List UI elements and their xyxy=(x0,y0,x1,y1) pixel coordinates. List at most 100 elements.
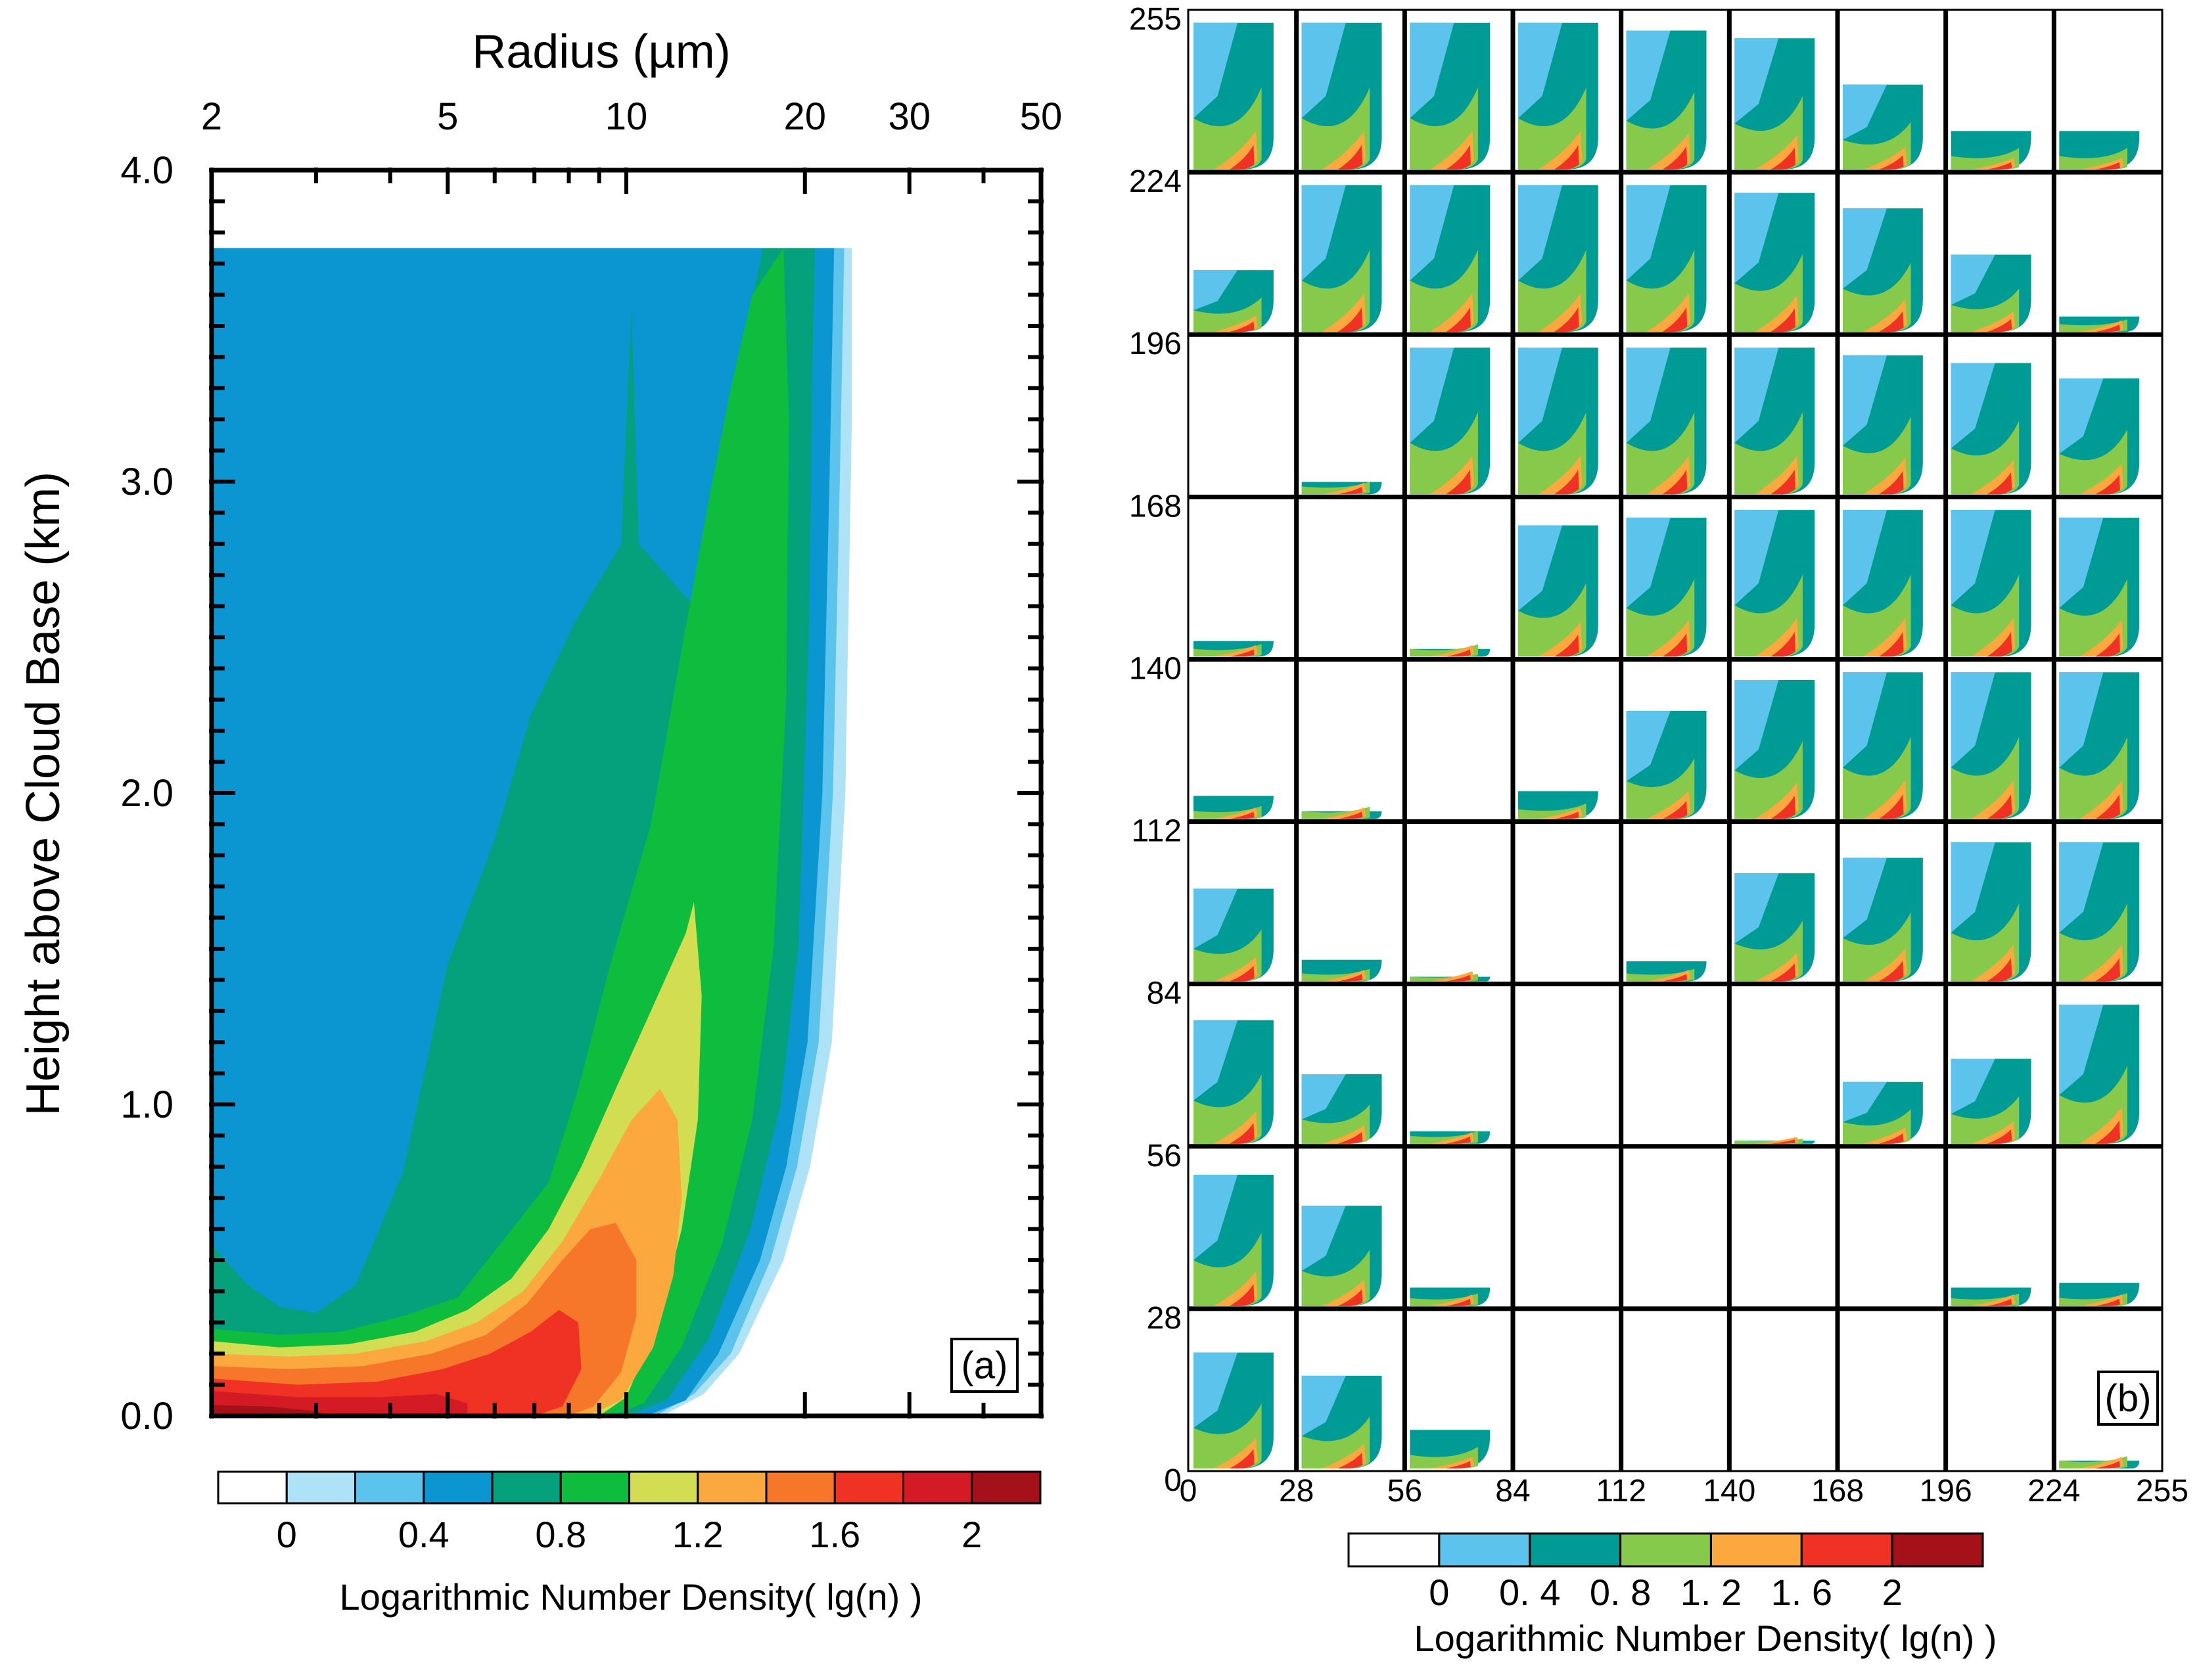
panel-b-x-tick-label: 224 xyxy=(2027,1474,2080,1509)
cell-r6-c8 xyxy=(2059,1005,2140,1144)
cell-sky-patch xyxy=(1626,185,1671,281)
cell-r2-c1 xyxy=(1301,482,1382,495)
cell-red-band xyxy=(1771,1139,1795,1144)
cell-r0-c5 xyxy=(1734,38,1815,170)
cell-sky-patch xyxy=(1734,193,1779,284)
cell-r6-c5 xyxy=(1734,1137,1815,1144)
cell-sky-patch xyxy=(1951,842,1995,933)
cell-r4-c3 xyxy=(1518,791,1598,819)
cell-sky-patch xyxy=(1843,355,1887,446)
cell-r8-c0 xyxy=(1193,1352,1274,1468)
cell-sky-patch xyxy=(1193,888,1238,949)
cell-r0-c0 xyxy=(1193,22,1274,170)
panel-a-y-tick-label: 2.0 xyxy=(120,772,174,815)
cell-red-band xyxy=(1878,311,1904,332)
cell-r6-c7 xyxy=(1951,1058,2031,1144)
panel-a-y-tick-label: 3.0 xyxy=(120,461,174,503)
panel-b-x-tick-label: 0 xyxy=(1180,1474,1197,1509)
colorbar-box-3 xyxy=(1619,1532,1712,1568)
cell-r5-c1 xyxy=(1301,959,1382,982)
panel-b-x-tick-label: 28 xyxy=(1279,1474,1314,1509)
cell-sky-patch xyxy=(1193,270,1238,311)
colorbar-box-9 xyxy=(833,1470,904,1505)
cell-red-band xyxy=(1662,469,1688,495)
cell-r7-c0 xyxy=(1193,1175,1274,1306)
cell-r1-c4 xyxy=(1626,185,1707,332)
panel-b-cells xyxy=(1193,22,2140,1468)
cell-sky-patch xyxy=(1410,185,1454,281)
panel-b-x-tick-labels: 0 28 56 84 112 140 168 196 224 255 xyxy=(1180,1474,2188,1509)
colorbar-box-1 xyxy=(285,1470,356,1505)
panel-b-grid xyxy=(1187,9,2164,1472)
cell-red-band xyxy=(1771,147,1795,170)
cell-r0-c2 xyxy=(1410,22,1491,170)
panel-b-y-tick-labels: 255 224 196 168 140 112 84 56 28 0 xyxy=(1129,2,1182,1498)
cell-r4-c8 xyxy=(2059,672,2140,819)
colorbar-label: 0. 4 xyxy=(1499,1572,1560,1613)
cell-red-band xyxy=(1446,649,1471,657)
cell-red-band xyxy=(1446,307,1471,332)
cell-red-band xyxy=(1987,794,2012,819)
cell-red-band xyxy=(1987,958,2012,982)
cell-sky-patch xyxy=(1193,1020,1238,1101)
panel-b-x-tick-label: 56 xyxy=(1387,1474,1422,1509)
colorbar-label: 0. 8 xyxy=(1590,1572,1651,1613)
cell-red-band xyxy=(1771,796,1795,819)
cell-sky-patch xyxy=(1518,22,1563,118)
cell-red-band xyxy=(1229,965,1255,982)
colorbar-label: 0.4 xyxy=(398,1514,450,1555)
cell-r3-c0 xyxy=(1193,641,1274,657)
cell-r1-c3 xyxy=(1518,185,1598,332)
cell-sky-patch xyxy=(1626,517,1671,608)
cell-sky-patch xyxy=(1951,254,1995,306)
colorbar-label: 1. 6 xyxy=(1771,1572,1832,1613)
panel-a-colorbar-labels: 0 0.4 0.8 1.2 1.6 2 xyxy=(277,1514,983,1555)
cell-sky-patch xyxy=(1951,510,1995,606)
cell-r1-c1 xyxy=(1301,185,1382,332)
panel-b-y-tick-label: 196 xyxy=(1129,327,1182,361)
cell-r2-c4 xyxy=(1626,347,1707,495)
cell-red-band xyxy=(1771,963,1795,982)
panel-a-x-tick-label: 2 xyxy=(201,95,222,138)
cell-r5-c0 xyxy=(1193,888,1274,982)
panel-b-frame xyxy=(1187,9,2164,1472)
colorbar-label: 2 xyxy=(1882,1572,1903,1613)
cell-red-band xyxy=(1987,162,2012,170)
cell-r3-c7 xyxy=(1951,510,2031,657)
panel-a-y-tick-labels: 0.0 1.0 2.0 3.0 4.0 xyxy=(120,149,174,1438)
cell-sky-patch xyxy=(1193,1175,1238,1260)
cell-r4-c4 xyxy=(1626,710,1707,819)
cell-red-band xyxy=(1878,1133,1904,1144)
cell-sky-patch xyxy=(1843,857,1887,938)
panel-b-y-tick-label: 56 xyxy=(1147,1139,1182,1173)
colorbar-box-5 xyxy=(559,1470,630,1505)
cell-r5-c8 xyxy=(2059,842,2140,982)
cell-r1-c6 xyxy=(1843,208,1923,332)
cell-sky-patch xyxy=(1626,347,1671,443)
cell-sky-patch xyxy=(1951,363,1995,449)
colorbar-box-5 xyxy=(1800,1532,1893,1568)
cell-red-band xyxy=(1554,307,1579,332)
cell-r7-c8 xyxy=(2059,1283,2140,1306)
panel-a-colorbar-title: Logarithmic Number Density( lg(n) ) xyxy=(340,1576,923,1618)
cell-red-band xyxy=(1878,794,1904,819)
panel-a-x-axis-title: Radius (µm) xyxy=(472,26,731,78)
cell-r5-c7 xyxy=(1951,842,2031,982)
panel-a-x-tick-label: 10 xyxy=(605,95,648,138)
colorbar-label: 0.8 xyxy=(535,1514,586,1555)
cell-sky-patch xyxy=(1734,347,1779,443)
cell-red-band xyxy=(1229,321,1255,332)
panel-a-y-axis-title: Height above Cloud Base (km) xyxy=(17,472,70,1116)
cell-r7-c1 xyxy=(1301,1206,1382,1306)
cell-sky-patch xyxy=(1518,525,1563,611)
cell-red-band xyxy=(1878,961,1904,982)
colorbar-box-2 xyxy=(1529,1532,1622,1568)
cell-red-band xyxy=(2095,325,2120,332)
cell-r3-c3 xyxy=(1518,525,1598,657)
panel-a-ticks xyxy=(209,168,1044,1419)
cell-red-band xyxy=(1446,1461,1471,1468)
cell-red-band xyxy=(1337,145,1363,170)
cell-r1-c2 xyxy=(1410,185,1491,332)
cell-r3-c8 xyxy=(2059,517,2140,657)
cell-red-band xyxy=(1662,974,1688,982)
